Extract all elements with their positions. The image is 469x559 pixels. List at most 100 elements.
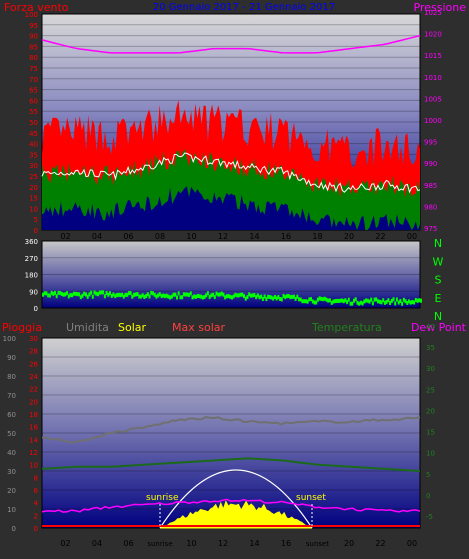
direction-point (263, 294, 266, 299)
direction-axis-tick: 360 (25, 238, 38, 246)
direction-point (248, 292, 251, 297)
direction-point (292, 294, 295, 299)
direction-point (165, 293, 168, 298)
wind-time-tick: 20 (344, 232, 354, 241)
direction-point (69, 293, 72, 298)
rain-axis-tick: 6 (34, 487, 39, 495)
rain-axis-tick: 12 (29, 449, 38, 457)
direction-point (97, 292, 99, 297)
direction-point (337, 299, 340, 303)
direction-point (404, 299, 407, 304)
pressure-axis-tick: 985 (424, 182, 437, 190)
direction-point (177, 291, 180, 296)
rain-axis-tick: 18 (29, 411, 38, 419)
rain-axis-tick: 24 (29, 373, 38, 381)
rain-axis-tick: 30 (29, 335, 38, 343)
direction-point (91, 294, 94, 299)
temperature-axis-tick: 30 (426, 365, 435, 373)
wind-axis-tick: 0 (34, 227, 38, 235)
direction-point (239, 292, 242, 297)
direction-point (206, 291, 209, 296)
sunset-label: sunset (296, 493, 326, 503)
direction-point (394, 301, 397, 306)
wind-axis-tick: 40 (29, 141, 38, 149)
wind-time-tick: 06 (123, 232, 133, 241)
direction-point (188, 293, 190, 297)
direction-point (414, 298, 417, 302)
direction-point (272, 296, 275, 301)
temperature-axis-tick: -5 (426, 513, 433, 521)
direction-point (335, 298, 338, 303)
direction-point (158, 292, 161, 297)
direction-point (98, 290, 101, 295)
wind-time-tick: 12 (218, 232, 228, 241)
direction-point (170, 294, 173, 299)
climate-time-tick: sunrise (147, 540, 172, 548)
climate-time-tick: 10 (186, 539, 196, 548)
direction-point (244, 296, 247, 301)
direction-point (363, 299, 366, 304)
wind-time-tick: 18 (312, 232, 322, 241)
direction-point (131, 294, 134, 299)
compass-label: N (434, 310, 442, 323)
direction-point (162, 293, 165, 298)
direction-point (212, 292, 215, 297)
humidity-axis-tick: 80 (7, 373, 16, 381)
direction-point (201, 295, 204, 300)
direction-point (67, 294, 70, 299)
direction-point (86, 294, 89, 299)
direction-point (296, 294, 299, 299)
direction-point (310, 297, 312, 302)
wind-axis-tick: 45 (29, 130, 38, 138)
climate-time-tick: 20 (344, 539, 354, 548)
direction-point (145, 294, 148, 298)
humidity-axis-tick: 0 (12, 525, 16, 533)
direction-point (66, 291, 69, 296)
direction-point (100, 290, 103, 295)
direction-point (124, 292, 127, 297)
direction-point (115, 293, 118, 298)
wind-axis-tick: 50 (29, 119, 38, 127)
direction-axis-tick: 90 (29, 288, 38, 296)
direction-point (231, 295, 233, 300)
pressure-axis-tick: 1020 (424, 31, 442, 39)
rain-axis-tick: 28 (29, 348, 38, 356)
direction-point (390, 298, 393, 303)
direction-point (85, 292, 87, 297)
direction-point (119, 293, 122, 298)
wind-axis-tick: 95 (29, 22, 38, 30)
temperature-axis-tick: 15 (426, 429, 435, 437)
direction-point (181, 295, 184, 300)
direction-point (78, 292, 81, 297)
direction-point (268, 295, 271, 299)
direction-point (304, 299, 307, 304)
direction-point (359, 300, 362, 305)
temperature-axis-ticks: -5 0 5 10 15 20 25 30 35 40 (426, 323, 435, 521)
direction-point (291, 294, 294, 299)
temperature-axis-tick: 20 (426, 407, 435, 415)
direction-axis-tick: 0 (34, 305, 38, 313)
climate-time-tick: 06 (123, 539, 133, 548)
rain-axis-tick: 2 (34, 512, 38, 520)
climate-time-tick: 00 (407, 539, 417, 548)
rain-label: Pioggia (2, 321, 42, 334)
rain-axis-tick: 10 (29, 462, 38, 470)
direction-point (330, 300, 333, 305)
humidity-axis-tick: 40 (7, 449, 16, 457)
direction-point (339, 298, 342, 303)
direction-point (167, 294, 170, 299)
wind-calm-area (42, 186, 420, 230)
direction-point (299, 297, 302, 302)
direction-series (42, 290, 422, 306)
direction-point (341, 298, 343, 303)
direction-point (203, 295, 206, 299)
pressure-axis-tick: 1000 (424, 117, 442, 125)
direction-point (208, 295, 211, 299)
direction-point (279, 297, 282, 301)
direction-point (322, 297, 325, 302)
direction-point (334, 299, 337, 304)
wind-axis-tick: 35 (29, 151, 38, 159)
direction-point (246, 295, 249, 300)
direction-point (313, 300, 316, 305)
direction-point (143, 295, 146, 299)
